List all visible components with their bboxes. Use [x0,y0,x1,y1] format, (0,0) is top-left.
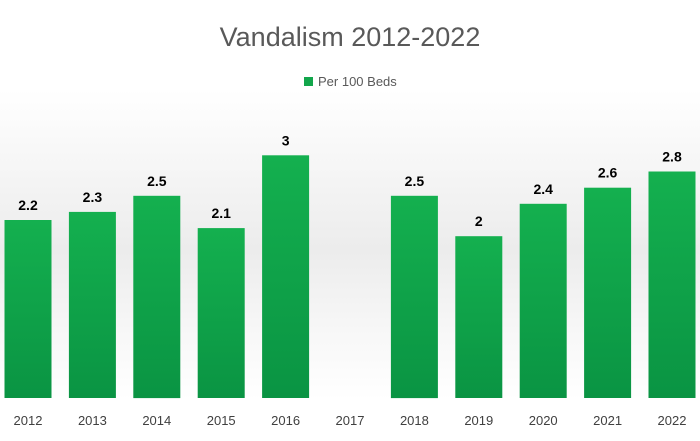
chart-title: Vandalism 2012-2022 [220,22,481,52]
legend-label: Per 100 Beds [318,74,397,89]
x-tick-2018: 2018 [400,413,429,428]
data-label-2020: 2.4 [533,181,553,197]
bar-2013 [68,211,116,398]
x-tick-2012: 2012 [14,413,43,428]
data-label-2012: 2.2 [18,197,38,213]
bar-2016 [262,155,310,398]
data-label-2013: 2.3 [83,189,103,205]
legend-swatch [304,77,313,86]
data-labels: 2.2 2.3 2.5 2.1 3 2.5 2 2.4 2.6 2.8 [18,132,682,229]
data-label-2016: 3 [282,132,290,148]
data-label-2022: 2.8 [662,149,682,165]
x-tick-2019: 2019 [464,413,493,428]
x-tick-2013: 2013 [78,413,107,428]
bar-2019 [455,236,503,398]
bars [4,155,696,399]
bar-2020 [519,203,567,398]
data-label-2015: 2.1 [211,205,231,221]
bar-2014 [133,195,181,399]
bar-2018 [390,195,438,399]
x-tick-2022: 2022 [658,413,687,428]
x-tick-2020: 2020 [529,413,558,428]
bar-2021 [584,187,632,398]
x-tick-2017: 2017 [336,413,365,428]
bar-2022 [648,171,696,398]
x-tick-2015: 2015 [207,413,236,428]
legend: Per 100 Beds [304,74,397,89]
x-tick-2014: 2014 [142,413,171,428]
bar-2012 [4,220,52,398]
data-label-2019: 2 [475,213,483,229]
bar-2015 [197,228,245,398]
x-tick-2021: 2021 [593,413,622,428]
x-axis-ticks: 2012 2013 2014 2015 2016 2017 2018 2019 2020 2021… [14,413,687,428]
data-label-2014: 2.5 [147,173,167,189]
data-label-2021: 2.6 [598,165,618,181]
data-label-2018: 2.5 [405,173,425,189]
x-tick-2016: 2016 [271,413,300,428]
